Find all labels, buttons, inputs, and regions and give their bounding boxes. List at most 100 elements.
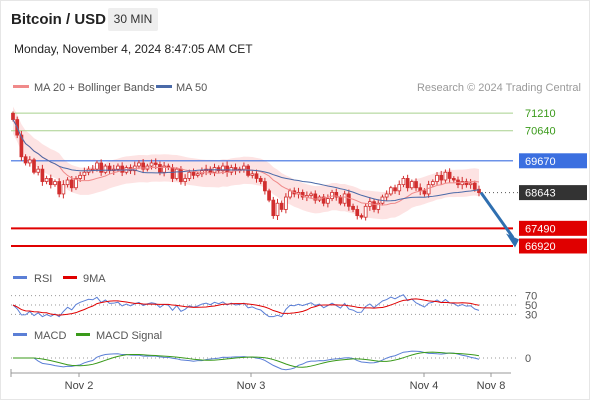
candle-body [275, 202, 280, 217]
candle-body [103, 165, 108, 173]
macd-panel: 0 [11, 350, 531, 371]
candle-body [355, 209, 360, 217]
candle-body [388, 187, 393, 195]
candle-body [27, 159, 32, 164]
candle-body [19, 134, 24, 158]
candle-body [422, 190, 427, 195]
candle-body [338, 196, 343, 204]
candle-body [11, 112, 15, 120]
candle-body [384, 193, 389, 198]
candle-body [254, 173, 259, 179]
candle-body [258, 178, 263, 182]
candle-body [468, 182, 473, 186]
x-tick-label: Nov 8 [477, 380, 506, 392]
candle-body [351, 205, 355, 210]
macd-legend-swatch [13, 333, 27, 336]
candle-body [405, 178, 410, 189]
credit-text: Research © 2024 Trading Central [417, 82, 581, 94]
candle-body [95, 162, 99, 170]
rsi-tick-label: 30 [525, 309, 537, 321]
candle-body [246, 165, 250, 176]
level-badge-67490 [519, 220, 587, 236]
macd-signal-legend-swatch [76, 333, 90, 336]
main-chart: 71210 70640 69670 68643 67490 66920 [11, 106, 587, 254]
candle-body [82, 171, 87, 176]
candle-body [99, 162, 104, 173]
candle-body [221, 165, 225, 172]
candle-body [158, 164, 162, 173]
candle-body [74, 178, 78, 189]
candle-body [342, 193, 347, 204]
ma20-legend-swatch [13, 85, 29, 88]
candle-body [334, 191, 339, 198]
macd-line [13, 350, 480, 371]
ma50-legend-label: MA 50 [176, 82, 207, 94]
ma20-legend-label: MA 20 + Bollinger Bands [34, 82, 155, 94]
level-label-69670: 69670 [525, 156, 556, 168]
candle-body [36, 168, 41, 173]
candle-body [195, 173, 200, 176]
candle-body [267, 190, 271, 201]
macd-signal-line [13, 351, 480, 368]
rsi-line [12, 294, 480, 318]
candle-body [174, 168, 179, 179]
candle-body [250, 173, 255, 176]
candle-body [137, 162, 141, 167]
forecast-arrow [479, 191, 515, 239]
candle-body [53, 181, 57, 186]
candle-body [439, 174, 444, 181]
candle-body [409, 181, 414, 189]
ma50-line [12, 119, 480, 202]
candle-body [321, 196, 326, 204]
candle-body [162, 165, 166, 173]
timeframe-button[interactable]: 30 MIN [108, 8, 158, 31]
candle-body [309, 193, 313, 196]
candle-body [435, 174, 439, 182]
candle-body [447, 171, 452, 179]
page-title: Bitcoin / USD [11, 11, 107, 28]
level-label-67490: 67490 [525, 223, 556, 235]
candle-body [65, 179, 70, 186]
x-tick-label: Nov 2 [65, 380, 94, 392]
candle-body [90, 168, 95, 171]
candle-body [23, 156, 28, 164]
candle-body [141, 162, 146, 170]
candle-body [346, 193, 351, 207]
level-label-66920: 66920 [525, 241, 556, 253]
candle-body [32, 159, 36, 173]
candle-body [149, 162, 154, 167]
candle-body [376, 202, 381, 210]
candle-body [69, 179, 74, 189]
candle-body [263, 181, 267, 192]
rsi-tick-label: 70 [525, 291, 537, 303]
candle-body [330, 191, 334, 199]
rsi-ma-line [12, 298, 480, 316]
candle-body [216, 167, 221, 172]
candle-body [271, 199, 276, 217]
candle-body [78, 174, 83, 179]
candle-body [61, 184, 66, 195]
candle-body [326, 198, 330, 204]
candle-body [170, 167, 175, 179]
rsi-ma-legend-swatch [63, 276, 77, 279]
candle-body [57, 181, 62, 195]
rsi-ma-legend-label: 9MA [83, 273, 106, 285]
x-tick-label: Nov 3 [237, 380, 266, 392]
candle-body [120, 165, 125, 173]
candle-body [179, 168, 183, 182]
candle-body [363, 205, 368, 218]
rsi-legend-swatch [13, 276, 27, 279]
candle-body [191, 171, 196, 176]
macd-signal-legend-label: MACD Signal [96, 330, 162, 342]
candle-body [443, 171, 448, 181]
candle-body [426, 184, 431, 195]
level-label-70640: 70640 [525, 126, 556, 138]
candle-body [284, 196, 288, 210]
candle-body [107, 165, 112, 172]
candle-body [40, 168, 45, 182]
datetime-stamp: Monday, November 4, 2024 8:47:05 AM CET [14, 42, 253, 56]
level-label-71210: 71210 [525, 108, 556, 120]
